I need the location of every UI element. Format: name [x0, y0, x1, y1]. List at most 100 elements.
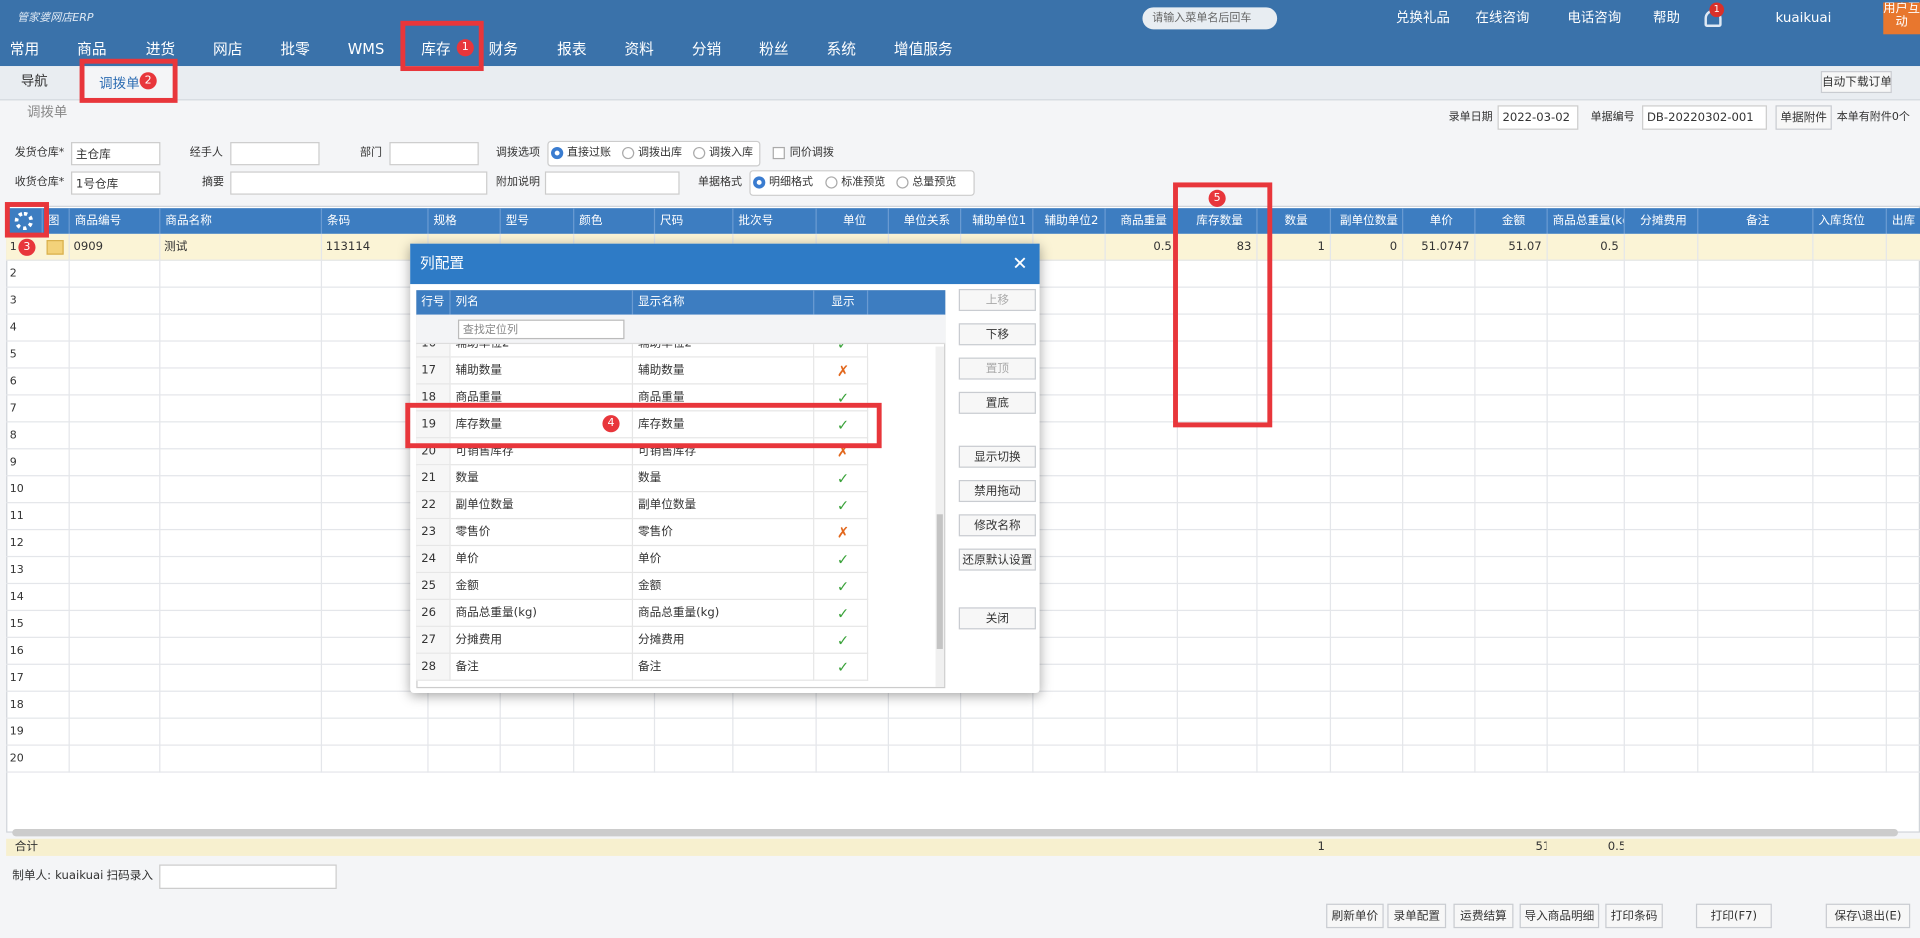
- footer-button[interactable]: 打印条码: [1605, 903, 1663, 929]
- menu-item[interactable]: WMS: [347, 40, 385, 58]
- radio-label[interactable]: 标准预览: [841, 176, 886, 189]
- row-no[interactable]: 16: [416, 344, 451, 358]
- row-no[interactable]: 21: [416, 465, 451, 493]
- tab[interactable]: 导航: [20, 73, 48, 90]
- input[interactable]: [544, 171, 680, 195]
- dialog-button[interactable]: 下移: [958, 323, 1036, 346]
- grid-cell[interactable]: 51.07: [1508, 240, 1542, 254]
- grid-cell[interactable]: 测试: [164, 240, 188, 254]
- grid-cell[interactable]: 0909: [73, 240, 104, 254]
- auto-download-btn[interactable]: 自动下载订单: [1820, 71, 1892, 94]
- display-name[interactable]: 数量: [633, 465, 815, 493]
- show-flag[interactable]: ✓: [814, 344, 869, 358]
- footer-button[interactable]: 刷新单价: [1326, 903, 1384, 929]
- show-flag[interactable]: ✓: [814, 653, 869, 681]
- menu-item[interactable]: 资料: [624, 40, 654, 58]
- date-input[interactable]: 2022-03-02: [1497, 105, 1579, 130]
- menu-item[interactable]: 常用: [9, 40, 40, 58]
- display-name[interactable]: 副单位数量: [633, 492, 815, 520]
- column-name[interactable]: 数量: [450, 465, 634, 493]
- h-scrollbar[interactable]: [12, 828, 1898, 837]
- menu-item[interactable]: 网店: [213, 40, 243, 58]
- row-no[interactable]: 19: [416, 411, 451, 439]
- display-name[interactable]: 单价: [633, 546, 815, 574]
- show-flag[interactable]: ✓: [814, 465, 869, 493]
- show-flag[interactable]: ✗: [814, 357, 869, 385]
- row-no[interactable]: 27: [416, 626, 451, 654]
- input[interactable]: 主仓库: [71, 142, 161, 166]
- show-flag[interactable]: ✓: [814, 546, 869, 574]
- attach-btn[interactable]: 单据附件: [1775, 105, 1832, 130]
- column-name[interactable]: 备注: [450, 653, 634, 681]
- radio-label[interactable]: 调拨出库: [637, 146, 683, 160]
- footer-button[interactable]: 打印(F7): [1695, 903, 1772, 929]
- header-link[interactable]: 电话咨询: [1567, 9, 1622, 26]
- header-link[interactable]: 兑换礼品: [1395, 9, 1450, 26]
- display-name[interactable]: 辅助数量: [633, 357, 815, 385]
- column-name[interactable]: 商品总重量(kg): [450, 600, 634, 627]
- checkbox[interactable]: [772, 146, 785, 160]
- dialog-button[interactable]: 还原默认设置: [958, 548, 1036, 571]
- grid-cell[interactable]: 1: [1317, 240, 1325, 254]
- dialog-button[interactable]: 上移: [958, 288, 1036, 312]
- row-no[interactable]: 26: [416, 600, 451, 627]
- menu-item[interactable]: 分销: [691, 40, 722, 58]
- display-name[interactable]: 零售价: [633, 519, 815, 547]
- show-flag[interactable]: ✓: [814, 626, 869, 654]
- number-input[interactable]: DB-20220302-001: [1642, 105, 1767, 130]
- grid-cell[interactable]: 0.5: [1153, 240, 1172, 254]
- filter-input[interactable]: 查找定位列: [457, 319, 625, 340]
- column-name[interactable]: 商品重量: [450, 384, 634, 412]
- display-name[interactable]: 商品重量: [633, 384, 815, 412]
- menu-item[interactable]: 系统: [826, 40, 856, 58]
- radio-label[interactable]: 总量预览: [912, 176, 957, 189]
- user-name[interactable]: kuaikuai: [1775, 9, 1832, 26]
- input[interactable]: [389, 142, 479, 166]
- radio-label[interactable]: 明细格式: [768, 176, 814, 189]
- tab-active[interactable]: 调拨单: [82, 67, 178, 101]
- menu-item[interactable]: 库存: [421, 40, 451, 58]
- close-icon[interactable]: ✕: [1012, 254, 1028, 272]
- display-name[interactable]: 备注: [633, 653, 815, 681]
- row-no[interactable]: 22: [416, 492, 451, 520]
- show-flag[interactable]: ✓: [814, 492, 869, 520]
- dialog-button[interactable]: 置底: [958, 391, 1036, 414]
- column-name[interactable]: 单价: [450, 546, 634, 574]
- input[interactable]: 1号仓库: [71, 171, 161, 195]
- dialog-button[interactable]: 禁用拖动: [958, 480, 1036, 503]
- column-name[interactable]: 金额: [450, 573, 634, 601]
- menu-item[interactable]: 粉丝: [759, 40, 789, 58]
- menu-item[interactable]: 报表: [557, 40, 587, 58]
- column-name[interactable]: 零售价: [450, 519, 634, 547]
- footer-button[interactable]: 保存\退出(E): [1825, 903, 1911, 929]
- row-no[interactable]: 17: [416, 357, 451, 385]
- dialog-button[interactable]: 显示切换: [958, 445, 1036, 468]
- menu-item[interactable]: 进货: [145, 40, 176, 58]
- footer-button[interactable]: 录单配置: [1387, 903, 1447, 929]
- grid-cell[interactable]: 83: [1236, 240, 1252, 254]
- menu-item[interactable]: 增值服务: [893, 40, 953, 58]
- menu-item[interactable]: 商品: [77, 40, 107, 58]
- column-name[interactable]: 辅助单位2: [450, 344, 634, 358]
- header-link[interactable]: 帮助: [1653, 9, 1681, 26]
- column-name[interactable]: 辅助数量: [450, 357, 634, 385]
- column-name[interactable]: 分摊费用: [450, 626, 634, 654]
- row-no[interactable]: 28: [416, 653, 451, 681]
- search-box[interactable]: 请输入菜单名后回车: [1142, 7, 1278, 30]
- show-flag[interactable]: ✓: [814, 573, 869, 601]
- show-flag[interactable]: ✗: [814, 519, 869, 547]
- header-link[interactable]: 在线咨询: [1475, 9, 1530, 26]
- dialog-button[interactable]: 关闭: [958, 607, 1036, 630]
- radio-label[interactable]: 直接过账: [566, 146, 612, 160]
- display-name[interactable]: 金额: [633, 573, 815, 601]
- settings-gear[interactable]: [14, 211, 34, 231]
- scroll-thumb[interactable]: [936, 514, 943, 649]
- scan-input[interactable]: [159, 864, 337, 889]
- show-flag[interactable]: ✓: [814, 411, 869, 439]
- input[interactable]: [230, 171, 488, 195]
- display-name[interactable]: 商品总重量(kg): [633, 600, 815, 627]
- row-no[interactable]: 25: [416, 573, 451, 601]
- display-name[interactable]: 辅助单位2: [633, 344, 815, 358]
- footer-button[interactable]: 运费结算: [1453, 903, 1514, 929]
- column-name[interactable]: 库存数量: [450, 411, 634, 439]
